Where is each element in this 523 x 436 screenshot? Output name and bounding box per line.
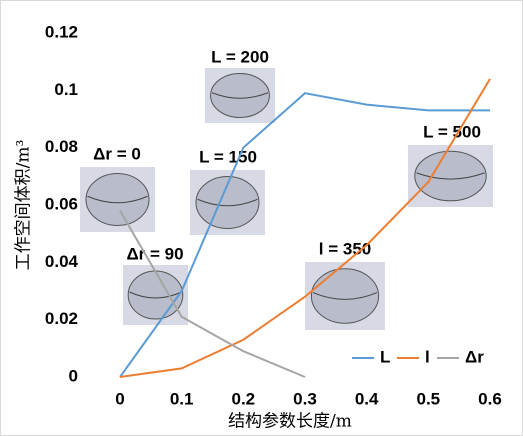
y-tick-label: 0.04 bbox=[45, 252, 79, 271]
annotation: L = 200 bbox=[211, 47, 269, 66]
model-edge bbox=[129, 291, 182, 299]
model-shape bbox=[414, 150, 487, 202]
model-edge bbox=[312, 292, 378, 300]
x-tick-label: 0.2 bbox=[232, 389, 256, 408]
x-tick-label: 0.5 bbox=[417, 389, 441, 408]
legend-label: l bbox=[425, 347, 430, 366]
annotation: Δr = 90 bbox=[126, 244, 183, 263]
y-tick-label: 0.1 bbox=[54, 80, 78, 99]
model-shape bbox=[210, 73, 270, 118]
annotation: l = 350 bbox=[319, 239, 371, 258]
series-line bbox=[119, 210, 306, 378]
x-tick-label: 0.4 bbox=[355, 389, 379, 408]
model-edge bbox=[211, 92, 269, 99]
series-line bbox=[119, 78, 491, 378]
x-tick-label: 0.6 bbox=[478, 389, 502, 408]
model-shape bbox=[85, 173, 150, 226]
model-edge bbox=[197, 198, 258, 207]
model-shape bbox=[195, 176, 260, 229]
model-shape bbox=[310, 268, 380, 324]
y-tick-label: 0.02 bbox=[45, 309, 78, 328]
y-tick-label: 0.12 bbox=[45, 22, 78, 41]
model-edge bbox=[416, 172, 485, 180]
annotation: L = 500 bbox=[423, 122, 481, 141]
annotation: Δr = 0 bbox=[93, 144, 141, 163]
y-axis-label: 工作空间体积/m³ bbox=[14, 140, 34, 271]
y-tick-label: 0.06 bbox=[45, 194, 78, 213]
annotation: L = 150 bbox=[199, 147, 257, 166]
x-tick-label: 0.3 bbox=[293, 389, 317, 408]
x-tick-label: 0 bbox=[115, 389, 124, 408]
series-line bbox=[119, 92, 490, 378]
y-tick-label: 0.08 bbox=[45, 137, 78, 156]
x-tick-label: 0.1 bbox=[170, 389, 194, 408]
legend-label: L bbox=[380, 347, 390, 366]
x-axis-label: 结构参数长度/m bbox=[228, 412, 352, 432]
legend-label: Δr bbox=[465, 347, 484, 366]
y-tick-label: 0 bbox=[69, 366, 78, 385]
model-edge bbox=[87, 195, 148, 204]
